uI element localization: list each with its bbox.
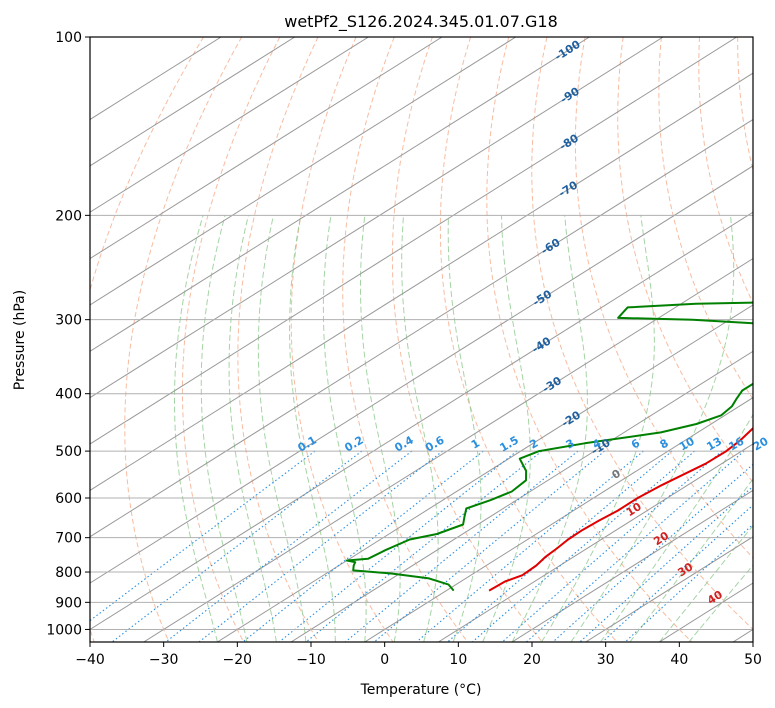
dry-adiabat xyxy=(531,37,753,631)
moist-adiabat xyxy=(360,215,401,642)
x-tick-label: −30 xyxy=(149,652,179,668)
mixing-ratio-line xyxy=(501,450,723,642)
y-tick-label: 900 xyxy=(55,595,82,611)
mixing-ratio-line xyxy=(90,450,316,622)
x-tick-label: −20 xyxy=(223,652,253,668)
isotherm-line xyxy=(364,397,753,642)
x-tick-label: 30 xyxy=(597,652,615,668)
dry-adiabat xyxy=(486,37,693,642)
isotherm-line xyxy=(290,350,753,642)
mixing-ratio-line xyxy=(111,450,363,642)
mixing-ratio-line xyxy=(471,450,695,642)
temperature-profile xyxy=(488,426,753,592)
dry-adiabat xyxy=(574,37,753,559)
y-tick-label: 600 xyxy=(55,491,82,507)
y-tick-label: 1000 xyxy=(46,622,82,638)
mixing-ratio-line xyxy=(525,450,745,642)
y-tick-label: 200 xyxy=(55,208,82,224)
moist-adiabat xyxy=(401,215,439,642)
mixing-ratio-line xyxy=(242,450,484,642)
dry-adiabat xyxy=(439,37,618,642)
chart-title: wetPf2_S126.2024.345.01.07.G18 xyxy=(284,12,558,32)
isotherm-line xyxy=(90,37,443,260)
y-tick-label: 100 xyxy=(55,30,82,46)
mixing-ratio-label: 20 xyxy=(751,434,771,453)
mixing-ratio-line xyxy=(278,450,518,642)
y-axis-label: Pressure (hPa) xyxy=(12,290,28,390)
mixing-ratio-line xyxy=(624,523,753,642)
isotherm-line xyxy=(90,118,753,538)
dry-adiabat xyxy=(181,37,281,642)
isotherm-line xyxy=(90,165,753,584)
dry-adiabat xyxy=(391,37,543,642)
x-tick-label: −10 xyxy=(296,652,326,668)
isotherm-line xyxy=(90,211,753,631)
moist-adiabat xyxy=(688,564,753,642)
dry-adiabat xyxy=(658,37,753,401)
y-tick-label: 800 xyxy=(55,565,82,581)
y-tick-label: 500 xyxy=(55,444,82,460)
isotherm-line xyxy=(90,37,664,399)
plot-background xyxy=(90,37,753,642)
isotherm-line xyxy=(217,304,753,642)
x-axis-label: Temperature (°C) xyxy=(360,682,482,698)
mixing-ratio-line xyxy=(416,450,644,642)
y-tick-label: 700 xyxy=(55,531,82,547)
isotherm-line xyxy=(90,37,590,352)
dry-adiabat xyxy=(237,37,319,642)
x-tick-label: 0 xyxy=(380,652,389,668)
x-tick-label: 20 xyxy=(523,652,541,668)
moist-adiabat xyxy=(289,215,336,642)
moist-adiabat xyxy=(322,215,367,642)
moist-adiabat xyxy=(659,524,753,642)
moist-adiabat xyxy=(600,413,753,642)
isotherm-line xyxy=(90,72,753,491)
mixing-ratio-line xyxy=(552,463,753,642)
plot-frame xyxy=(89,36,754,643)
isotherm-line xyxy=(585,536,753,642)
isotherm-line xyxy=(511,489,753,642)
mixing-ratio-line xyxy=(305,450,543,642)
mixing-ratio-line xyxy=(447,450,673,642)
x-tick-label: −40 xyxy=(75,652,105,668)
isotherm-line xyxy=(90,37,738,445)
dewpoint-profile xyxy=(345,301,753,592)
dry-adiabat xyxy=(124,37,243,642)
isotherm-line xyxy=(143,257,753,642)
dry-adiabat xyxy=(90,37,204,642)
x-tick-label: 50 xyxy=(744,652,762,668)
y-tick-label: 300 xyxy=(55,313,82,329)
isotherm-line xyxy=(90,37,517,306)
moist-adiabat xyxy=(511,215,588,642)
moist-adiabat xyxy=(174,215,218,642)
moist-adiabat xyxy=(228,215,277,642)
moist-adiabat xyxy=(629,478,753,642)
mixing-ratio-line xyxy=(165,450,413,642)
isotherm-line xyxy=(438,443,753,642)
isotherm-line xyxy=(90,37,296,167)
x-tick-label: 40 xyxy=(670,652,688,668)
isotherm-line xyxy=(90,37,369,213)
moist-adiabat xyxy=(200,215,248,642)
dry-adiabat xyxy=(290,37,394,642)
x-tick-label: 10 xyxy=(449,652,467,668)
moist-adiabat xyxy=(257,215,307,642)
y-tick-label: 400 xyxy=(55,387,82,403)
moist-adiabat xyxy=(447,215,482,642)
